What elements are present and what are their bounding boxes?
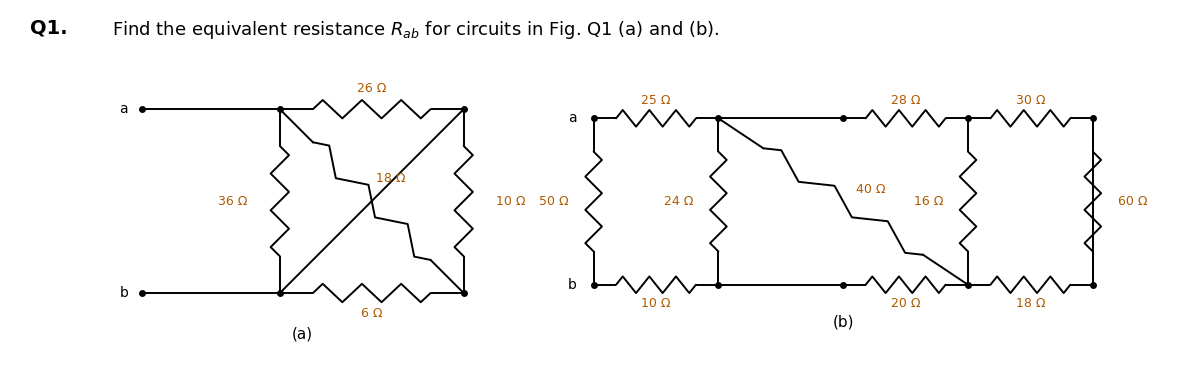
- Text: 20 Ω: 20 Ω: [890, 297, 920, 310]
- Text: 18 Ω: 18 Ω: [1015, 297, 1045, 310]
- Point: [959, 282, 978, 288]
- Text: 25 Ω: 25 Ω: [641, 94, 671, 107]
- Point: [959, 115, 978, 121]
- Point: [584, 115, 604, 121]
- Text: Q1.: Q1.: [30, 19, 67, 38]
- Text: 36 Ω: 36 Ω: [218, 194, 247, 208]
- Point: [454, 106, 473, 112]
- Point: [454, 290, 473, 296]
- Point: [709, 115, 728, 121]
- Point: [1084, 115, 1103, 121]
- Text: a: a: [120, 102, 128, 116]
- Point: [270, 106, 289, 112]
- Point: [834, 282, 853, 288]
- Text: a: a: [569, 111, 577, 125]
- Text: 28 Ω: 28 Ω: [890, 94, 920, 107]
- Text: (b): (b): [833, 315, 854, 329]
- Text: 30 Ω: 30 Ω: [1015, 94, 1045, 107]
- Point: [270, 290, 289, 296]
- Text: 6 Ω: 6 Ω: [361, 307, 383, 320]
- Text: 60 Ω: 60 Ω: [1117, 195, 1147, 208]
- Text: 24 Ω: 24 Ω: [664, 195, 694, 208]
- Text: b: b: [568, 278, 577, 292]
- Point: [584, 282, 604, 288]
- Text: Find the equivalent resistance $R_{ab}$ for circuits in Fig. Q1 (a) and (b).: Find the equivalent resistance $R_{ab}$ …: [112, 19, 719, 41]
- Text: 26 Ω: 26 Ω: [358, 83, 386, 95]
- Point: [132, 106, 151, 112]
- Text: 16 Ω: 16 Ω: [913, 195, 943, 208]
- Text: b: b: [119, 286, 128, 300]
- Point: [132, 290, 151, 296]
- Text: 40 Ω: 40 Ω: [856, 183, 886, 196]
- Point: [834, 115, 853, 121]
- Point: [709, 282, 728, 288]
- Point: [1084, 282, 1103, 288]
- Text: (a): (a): [293, 327, 313, 342]
- Text: 10 Ω: 10 Ω: [641, 297, 671, 310]
- Text: 50 Ω: 50 Ω: [539, 195, 569, 208]
- Text: 18 Ω: 18 Ω: [377, 172, 406, 185]
- Text: 10 Ω: 10 Ω: [496, 194, 526, 208]
